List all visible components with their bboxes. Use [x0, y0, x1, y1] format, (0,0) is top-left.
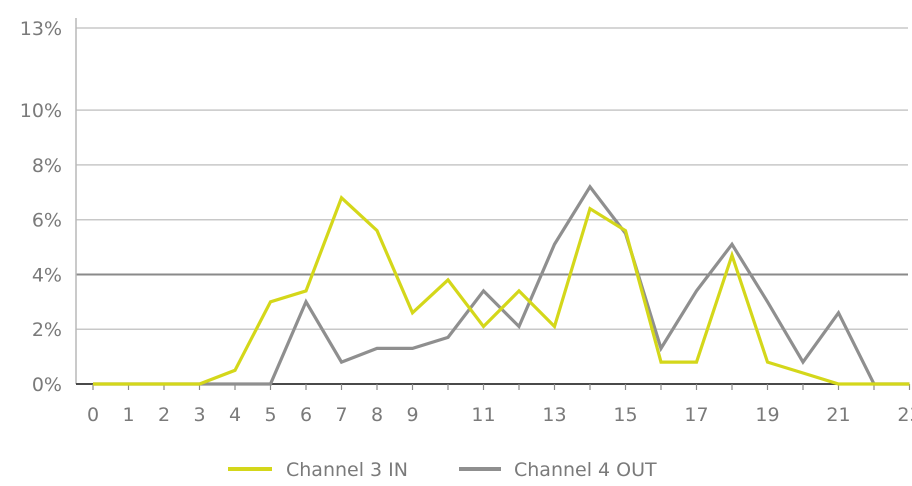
x-tick-label: 6 — [300, 404, 312, 426]
x-tick-label: 0 — [87, 404, 99, 426]
series-line-channel-3-in — [93, 195, 910, 386]
y-tick-label: 8% — [32, 155, 62, 177]
legend-label: Channel 3 IN — [286, 459, 408, 481]
x-tick-label: 5 — [264, 404, 276, 426]
x-tick-label: 23 — [897, 404, 912, 426]
x-tick-labels: 012345678911131517192123 — [87, 404, 912, 426]
y-tick-label: 6% — [32, 210, 62, 232]
x-tick-label: 1 — [122, 404, 134, 426]
axes — [75, 18, 911, 390]
y-tick-label: 2% — [32, 319, 62, 341]
x-tick-label: 21 — [826, 404, 850, 426]
series-line-channel-4-out — [93, 183, 910, 386]
y-tick-label: 13% — [20, 18, 62, 40]
x-tick-label: 4 — [229, 404, 241, 426]
x-tick-label: 17 — [684, 404, 708, 426]
gridlines — [76, 27, 908, 330]
y-tick-label: 0% — [32, 374, 62, 396]
legend: Channel 3 IN Channel 4 OUT — [228, 459, 657, 481]
y-tick-labels: 0% 2% 4% 6% 8% 10% 13% — [20, 18, 62, 396]
y-tick-label: 4% — [32, 264, 62, 286]
x-tick-label: 8 — [371, 404, 383, 426]
x-tick-label: 13 — [542, 404, 566, 426]
series-lines — [93, 183, 910, 386]
legend-label: Channel 4 OUT — [514, 459, 657, 481]
x-tick-label: 15 — [613, 404, 637, 426]
y-tick-label: 10% — [20, 100, 62, 122]
x-tick-label: 19 — [755, 404, 779, 426]
x-tick-label: 11 — [471, 404, 495, 426]
x-tick-label: 7 — [335, 404, 347, 426]
x-tick-label: 3 — [193, 404, 205, 426]
x-tick-label: 9 — [406, 404, 418, 426]
x-tick-label: 2 — [158, 404, 170, 426]
